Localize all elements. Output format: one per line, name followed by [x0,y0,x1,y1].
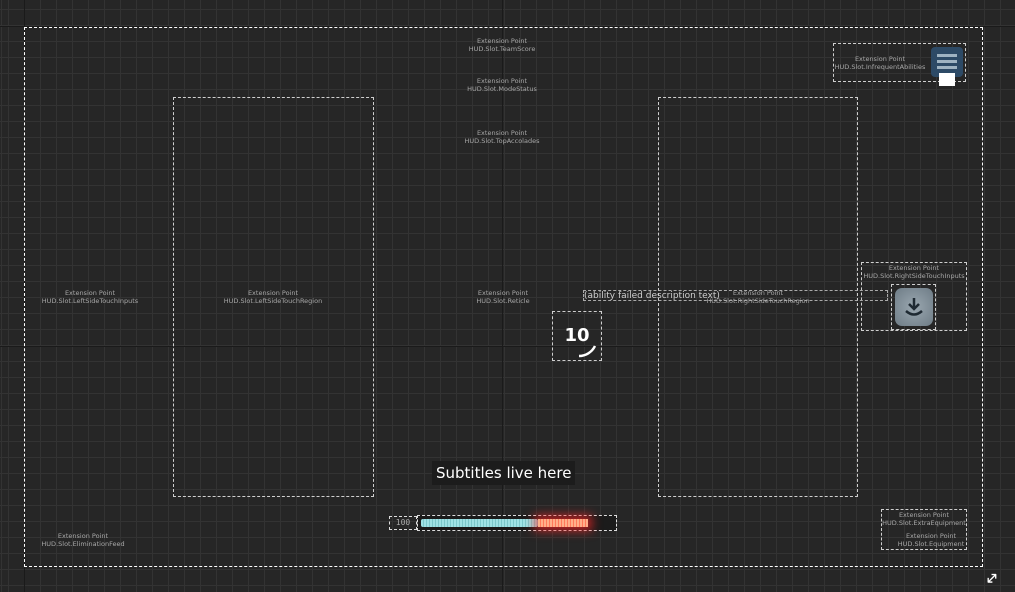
health-fill [421,519,539,527]
ext-team-score: Extension Point HUD.Slot.TeamScore [468,37,536,53]
timer-value: 10 [564,325,590,346]
ext-right-touch-region: Extension Point HUD.Slot.RightSideTouchRe… [706,289,810,305]
timer-widget: 10 [552,311,602,361]
menu-badge [939,73,955,86]
ext-extra-equipment: Extension Point HUD.Slot.ExtraEquipment [882,511,966,527]
ext-equipment: Extension Point HUD.Slot.Equipment [897,532,965,548]
equipment-box [881,509,967,550]
download-button-box [891,284,936,330]
ext-left-touch-inputs: Extension Point HUD.Slot.LeftSideTouchInp… [41,289,139,305]
right-touch-inputs-box [861,262,967,331]
health-damage-fill [538,519,589,527]
right-touch-region-box [658,97,858,497]
resize-icon[interactable]: ↕ [980,567,1004,590]
ext-left-touch-region: Extension Point HUD.Slot.LeftSideTouchReg… [223,289,323,305]
ext-infrequent-abilities: Extension Point HUD.Slot.InfrequentAbilit… [834,55,926,71]
ext-top-accolades: Extension Point HUD.Slot.TopAccolades [464,129,540,145]
download-icon[interactable] [895,288,933,326]
hud-canvas [24,27,983,567]
ext-elimination-feed: Extension Point HUD.Slot.EliminationFeed [41,532,125,548]
health-value: 100 [389,516,417,530]
left-touch-region-box [173,97,374,497]
subtitle-text: Subtitles live here [432,461,576,485]
health-bar [417,515,617,531]
ext-reticle: Extension Point HUD.Slot.Reticle [476,289,530,305]
ext-right-touch-inputs: Extension Point HUD.Slot.RightSideTouchIn… [863,264,965,280]
infrequent-abilities-box [833,43,966,82]
menu-icon[interactable] [931,47,963,77]
ext-mode-status: Extension Point HUD.Slot.ModeStatus [467,77,537,93]
ability-failed-text: (ability failed description text) [583,290,888,301]
